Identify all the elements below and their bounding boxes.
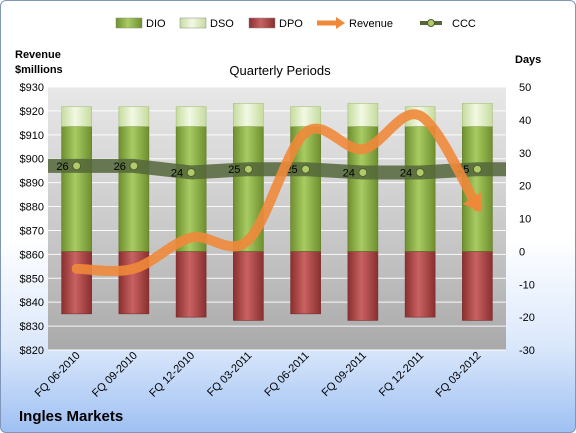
right-tick-label: 50 [519, 82, 531, 94]
dpo-bar [233, 251, 264, 321]
right-tick-label: 10 [519, 214, 531, 226]
ccc-point [186, 167, 196, 177]
ccc-data-label: 24 [343, 167, 355, 179]
category-label: FQ 06-2010 [33, 350, 83, 400]
ccc-point [129, 161, 139, 171]
legend-label: DSO [210, 18, 234, 30]
dpo-bar [404, 251, 436, 318]
category-label: FQ 09-2010 [90, 350, 140, 400]
legend-swatch [248, 17, 276, 29]
legend-label: Revenue [349, 18, 393, 30]
legend-swatch [115, 17, 143, 29]
dso-bar [462, 103, 493, 127]
ccc-point [415, 167, 425, 177]
revenue-series-line [71, 109, 483, 276]
left-tick-label: $840 [20, 297, 44, 309]
left-tick-label: $890 [20, 178, 44, 190]
right-tick-label: -30 [519, 345, 535, 357]
left-tick-label: $880 [20, 202, 44, 214]
ccc-data-label: 24 [400, 167, 412, 179]
left-tick-label: $870 [20, 225, 44, 237]
legend-swatch-arrow [336, 17, 345, 29]
ccc-point [472, 164, 482, 174]
dpo-bar [290, 251, 321, 315]
left-axis-title-units: $millions [15, 64, 63, 76]
ccc-data-label: 25 [228, 164, 240, 176]
right-tick-label: -20 [519, 312, 535, 324]
dso-bar [61, 106, 92, 127]
legend-swatch-marker [427, 19, 435, 27]
category-label: FQ 12-2010 [147, 350, 197, 400]
left-tick-label: $860 [20, 249, 44, 261]
left-tick-label: $820 [20, 345, 44, 357]
dio-bar [175, 126, 207, 252]
category-label: FQ 03-2011 [205, 350, 254, 399]
ccc-point [72, 161, 82, 171]
right-tick-label: 30 [519, 148, 531, 160]
ccc-data-label: 24 [171, 167, 183, 179]
left-tick-label: $830 [20, 321, 44, 333]
left-tick-label: $910 [20, 130, 44, 142]
revenue-arrow-head [462, 192, 482, 212]
ccc-series-line [48, 158, 506, 180]
left-tick-label: $850 [20, 273, 44, 285]
dio-bar [118, 126, 150, 252]
chart-title: Quarterly Periods [229, 63, 331, 78]
ccc-data-label: 26 [56, 161, 68, 173]
category-label: FQ 06-2011 [262, 350, 311, 399]
category-label: FQ 12-2011 [377, 350, 426, 399]
right-tick-label: 0 [519, 246, 525, 258]
dso-bar [175, 106, 207, 127]
legend-label: DIO [146, 18, 166, 30]
left-tick-label: $920 [20, 106, 44, 118]
dpo-bar [61, 251, 92, 315]
ccc-point [301, 164, 311, 174]
legend-label: DPO [279, 18, 303, 30]
company-name: Ingles Markets [19, 408, 123, 425]
category-label: FQ 09-2011 [320, 350, 369, 399]
dio-bar [61, 126, 92, 252]
dso-bar [347, 103, 379, 127]
dso-bar [118, 106, 150, 127]
left-tick-label: $900 [20, 154, 44, 166]
ccc-data-label: 26 [114, 161, 126, 173]
right-tick-label: 40 [519, 115, 531, 127]
legend-label: CCC [452, 18, 476, 30]
dpo-bar [175, 251, 207, 318]
dso-bar [233, 103, 264, 127]
dpo-bar [462, 251, 493, 321]
category-label: FQ 03-2012 [434, 350, 484, 400]
dso-bar [290, 106, 321, 127]
ccc-point [358, 167, 368, 177]
left-axis-title: Revenue [15, 49, 61, 61]
right-tick-label: -10 [519, 279, 535, 291]
left-tick-label: $930 [20, 82, 44, 94]
dpo-bar [118, 251, 150, 315]
legend-swatch [179, 17, 207, 29]
ccc-point [243, 164, 253, 174]
dpo-bar [347, 251, 379, 321]
dio-bar [404, 126, 436, 252]
right-axis-title: Days [515, 54, 541, 66]
right-tick-label: 20 [519, 181, 531, 193]
